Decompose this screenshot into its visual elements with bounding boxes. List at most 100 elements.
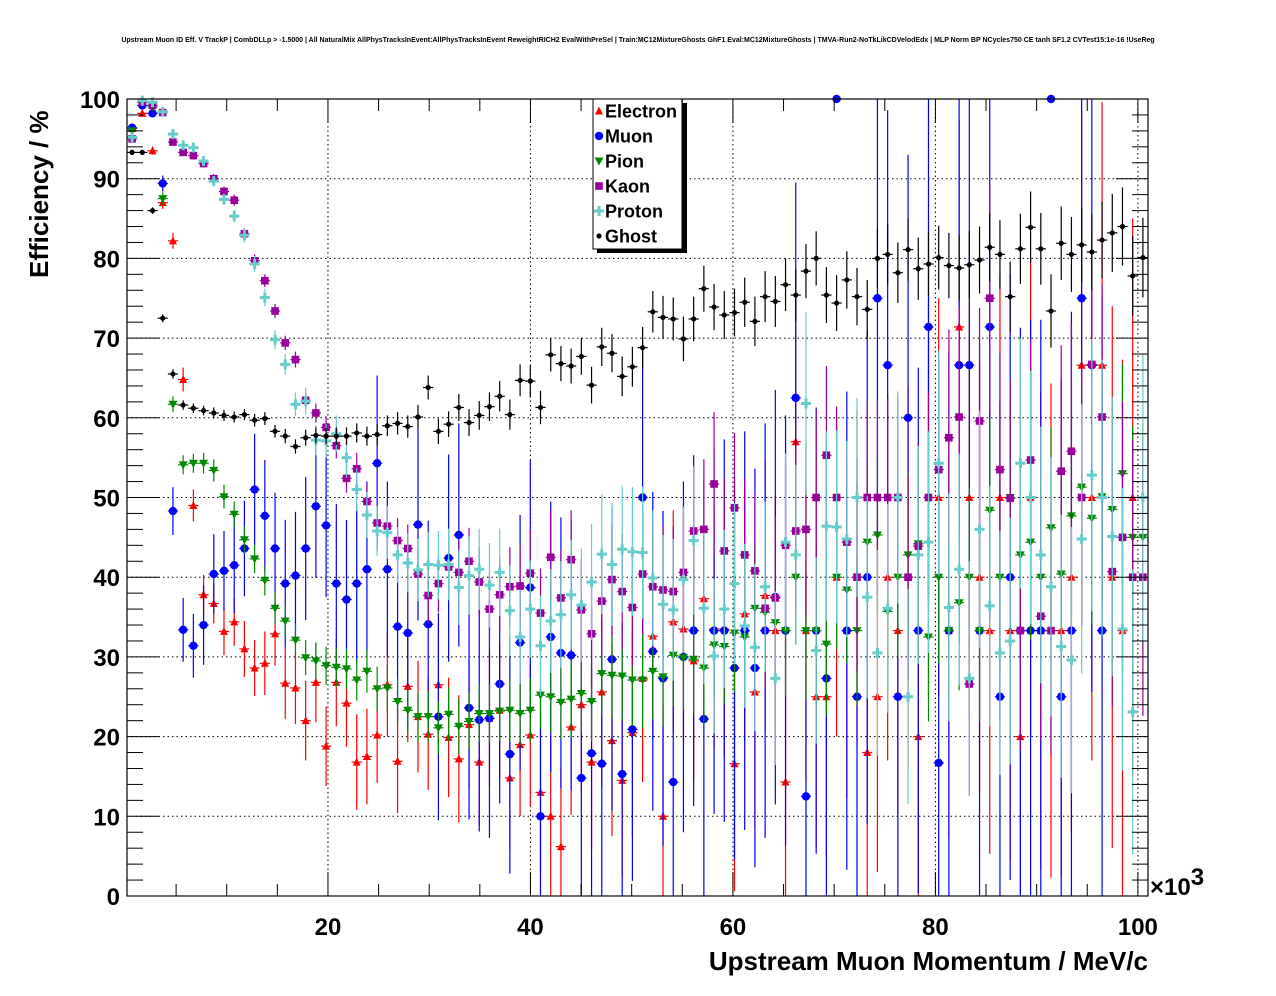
data-point <box>1117 187 1128 266</box>
y-tick-label: 10 <box>93 804 120 831</box>
ghost-marker <box>435 428 442 434</box>
ghost-marker <box>456 404 462 411</box>
data-point <box>463 536 475 615</box>
proton-marker <box>841 533 852 544</box>
kaon-marker <box>904 573 912 581</box>
muon-marker <box>281 579 290 588</box>
ghost-marker <box>548 352 554 358</box>
electron-marker <box>189 500 198 509</box>
muon-marker <box>934 758 943 768</box>
ghost-marker <box>323 433 329 439</box>
ghost-marker <box>885 251 891 258</box>
muon-marker <box>454 530 464 540</box>
kaon-marker <box>802 525 810 534</box>
data-point <box>249 544 260 574</box>
data-point <box>1076 404 1087 674</box>
proton-marker <box>484 580 495 591</box>
pion-marker <box>250 555 260 564</box>
pion-marker <box>290 636 300 645</box>
data-point <box>729 503 740 665</box>
data-point <box>188 142 199 153</box>
ghost-marker <box>415 414 421 420</box>
y-tick-label: 0 <box>107 884 120 911</box>
pion-marker <box>311 657 321 666</box>
data-point <box>259 274 270 288</box>
data-point <box>259 412 270 425</box>
data-point <box>463 409 475 437</box>
muon-marker <box>291 571 300 580</box>
muon-marker <box>617 769 627 779</box>
proton-marker <box>984 600 995 611</box>
ghost-marker <box>956 265 962 271</box>
data-point <box>147 97 158 108</box>
data-point <box>974 226 985 294</box>
muon-marker <box>965 360 974 370</box>
ghost-marker <box>486 404 493 410</box>
proton-marker <box>1097 492 1108 503</box>
pion-marker <box>505 706 515 715</box>
data-point <box>576 548 587 662</box>
pion-marker <box>382 684 392 693</box>
pion-marker <box>260 576 270 585</box>
data-point <box>627 346 638 387</box>
data-point <box>320 453 332 598</box>
data-point <box>831 430 842 624</box>
kaon-marker <box>1067 447 1076 456</box>
pion-marker <box>556 698 566 707</box>
ghost-marker <box>782 282 789 288</box>
pion-marker <box>280 617 290 626</box>
ghost-marker <box>231 414 237 420</box>
data-point <box>423 691 434 743</box>
proton-marker <box>1066 655 1077 666</box>
data-point <box>688 296 699 342</box>
data-point <box>269 303 281 319</box>
ghost-marker <box>1048 308 1054 314</box>
pion-marker <box>597 670 607 679</box>
data-point <box>351 468 362 512</box>
muon-marker <box>321 521 331 530</box>
proton-marker <box>647 572 658 583</box>
data-point <box>1045 456 1057 717</box>
ghost-marker <box>394 420 401 426</box>
ghost-marker <box>200 408 207 414</box>
data-point <box>800 244 812 299</box>
muon-marker <box>393 622 402 631</box>
data-point <box>249 640 260 696</box>
data-point <box>1035 426 1046 684</box>
proton-marker <box>933 458 944 469</box>
proton-marker <box>1005 635 1016 646</box>
data-point <box>841 440 852 637</box>
proton-marker <box>780 537 791 548</box>
proton-marker <box>555 609 566 620</box>
ghost-marker <box>160 315 166 321</box>
axes: 20 40 60 80 100 0 10 20 30 40 50 60 70 80 90 100 <box>80 87 1158 941</box>
muon-marker <box>594 131 604 141</box>
legend-label: Proton <box>605 202 663 222</box>
data-point <box>606 503 618 626</box>
x-tick-label: 40 <box>517 914 544 941</box>
proton-marker <box>474 564 485 575</box>
y-tick-label: 90 <box>93 167 120 194</box>
x-exponent-base: ×10 <box>1150 874 1191 901</box>
muon-marker <box>903 413 913 422</box>
muon-marker <box>1077 294 1086 303</box>
data-point <box>320 706 332 787</box>
data-point <box>310 403 321 423</box>
muon-marker <box>352 579 361 588</box>
ghost-marker <box>568 363 574 369</box>
proton-marker <box>862 592 873 603</box>
proton-marker <box>157 106 168 117</box>
proton-marker <box>974 524 985 535</box>
electron-marker <box>301 716 310 725</box>
data-point <box>157 106 168 117</box>
data-point <box>627 487 638 617</box>
data-point <box>790 268 801 322</box>
data-point <box>280 428 291 444</box>
data-point <box>739 543 750 708</box>
proton-marker <box>382 527 393 538</box>
data-point <box>821 267 832 323</box>
pion-marker <box>464 717 474 726</box>
ghost-marker <box>303 435 309 441</box>
ghost-marker <box>364 433 370 439</box>
data-point <box>770 591 781 766</box>
